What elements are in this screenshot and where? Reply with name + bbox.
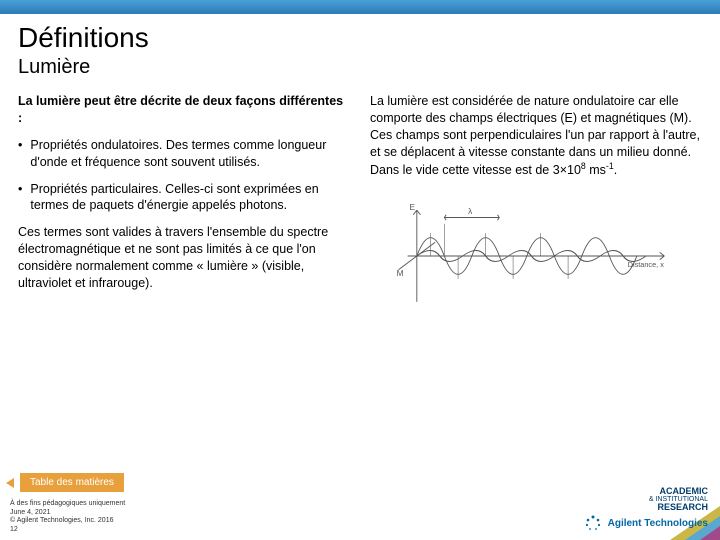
axis-label-e: E [410,203,416,212]
footer-line: June 4, 2021 [10,509,125,517]
text-run: ms [586,163,606,177]
text-run: La lumière est considérée de nature ondu… [370,94,700,177]
text-run: 10 [567,163,581,177]
brand-text: Agilent Technologies [608,518,708,529]
two-column-layout: La lumière peut être décrite de deux faç… [18,93,702,315]
logo-line: ACADEMIC [649,487,708,496]
lambda-label: λ [468,206,473,215]
bullet-mark: • [18,137,22,171]
distance-label: Distance, x [628,260,665,269]
text-run: . [614,163,617,177]
logo-line: RESEARCH [649,503,708,512]
left-column: La lumière peut être décrite de deux faç… [18,93,350,315]
right-column: La lumière est considérée de nature ondu… [370,93,702,315]
spark-icon [584,514,602,532]
toc-button[interactable]: Table des matières [10,473,124,492]
slide-content: Définitions Lumière La lumière peut être… [0,14,720,315]
academic-logo: ACADEMIC & INSTITUTIONAL RESEARCH [649,487,708,512]
footer-line: À des fins pédagogiques uniquement [10,500,125,508]
slide-title: Définitions [18,22,702,54]
bullet-item: • Propriétés particulaires. Celles-ci so… [18,181,350,215]
bullet-text: Propriétés particulaires. Celles-ci sont… [30,181,350,215]
bullet-text: Propriétés ondulatoires. Des termes comm… [30,137,350,171]
toc-label: Table des matières [30,477,114,488]
footer-line: 12 [10,526,125,534]
bullet-mark: • [18,181,22,215]
top-accent-bar [0,0,720,14]
text-run: × [560,163,567,177]
em-wave-diagram: E M λ Distance, x [370,201,702,311]
paragraph: La lumière est considérée de nature ondu… [370,93,702,179]
paragraph: Ces termes sont valides à travers l'ense… [18,224,350,292]
agilent-logo: Agilent Technologies [584,514,708,532]
superscript: -1 [606,161,614,171]
bullet-item: • Propriétés ondulatoires. Des termes co… [18,137,350,171]
slide-subtitle: Lumière [18,56,702,79]
footer-block: À des fins pédagogiques uniquement June … [10,500,125,534]
axis-label-m: M [397,269,404,278]
footer-line: © Agilent Technologies, Inc. 2016 [10,517,125,525]
intro-text: La lumière peut être décrite de deux faç… [18,93,350,127]
